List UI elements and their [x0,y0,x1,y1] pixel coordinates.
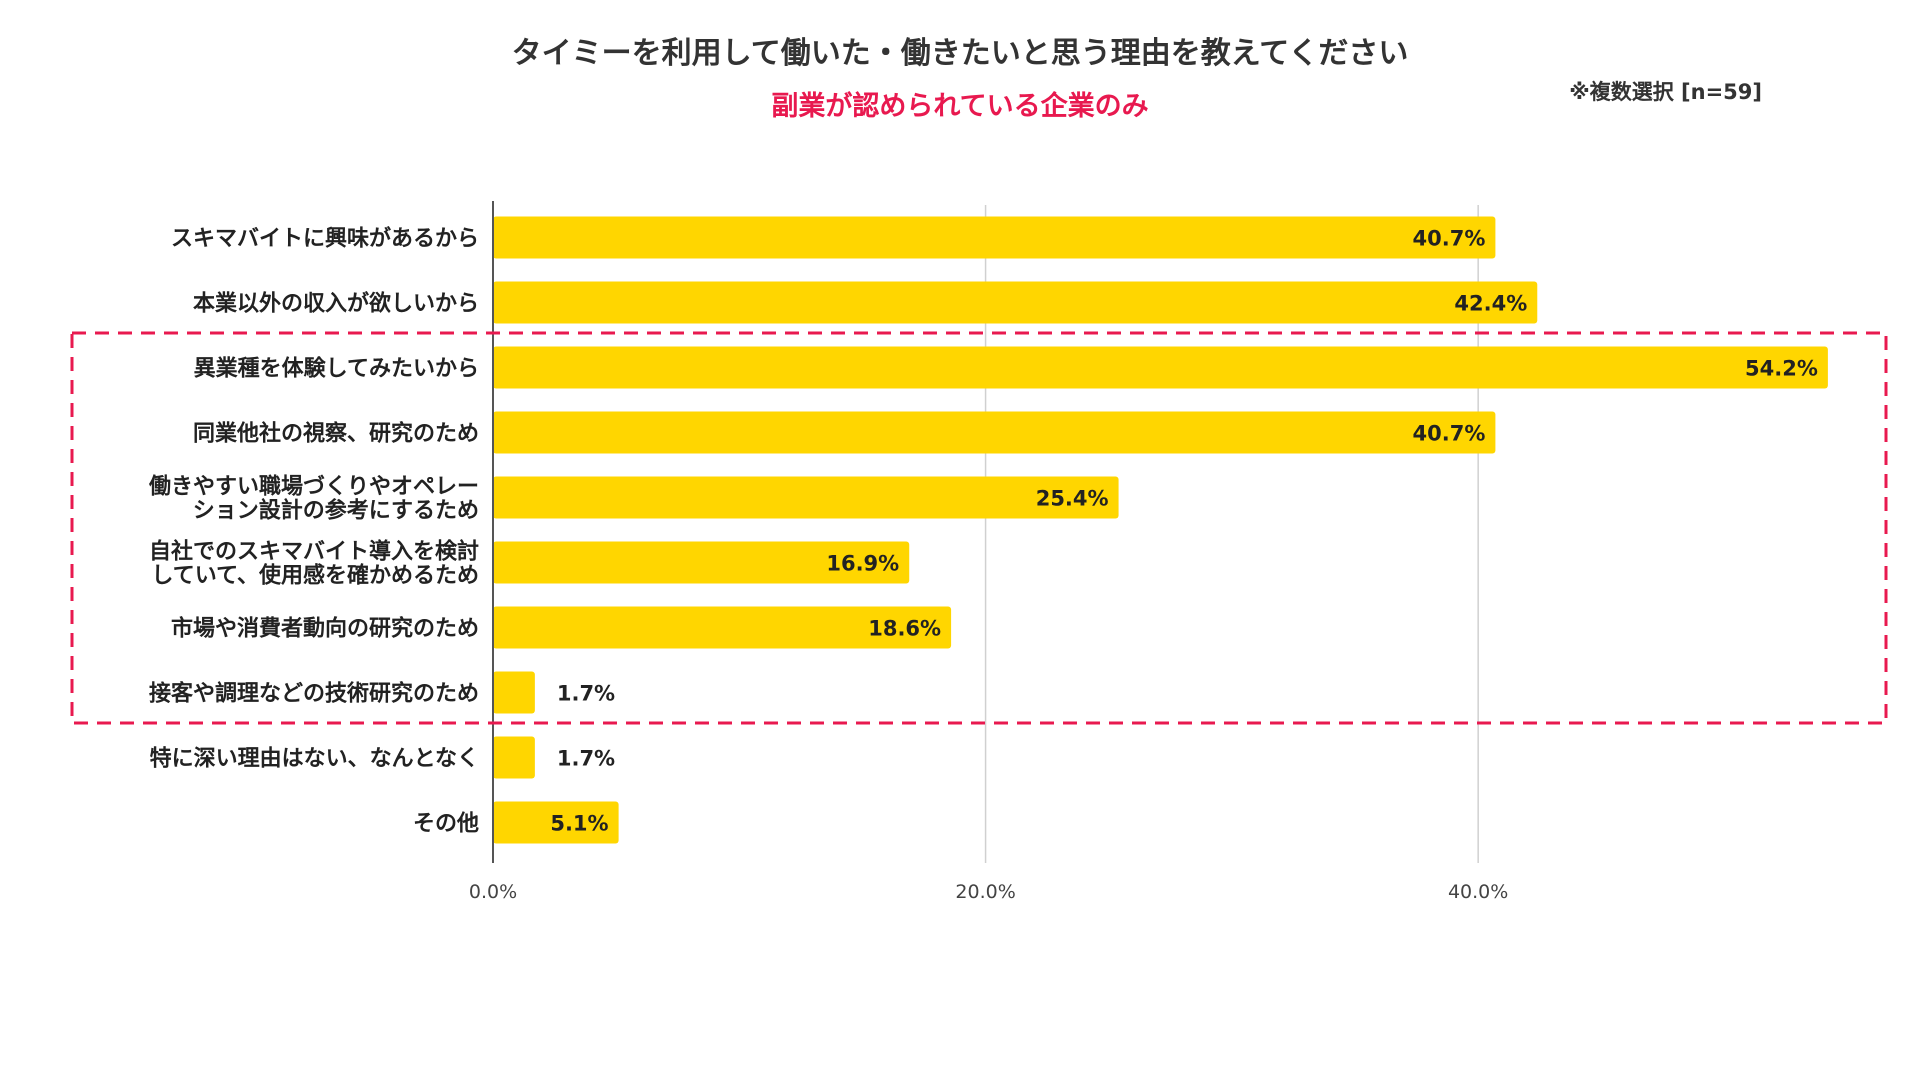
bar [493,281,1538,324]
bar [493,801,619,844]
chart-title: タイミーを利用して働いた・働きたいと思う理由を教えてください [511,36,1409,71]
category-label: ション設計の参考にするため [193,498,479,524]
chart-subtitle: 副業が認められている企業のみ [771,91,1149,122]
x-tick-label: 20.0% [955,881,1015,903]
data-label: 16.9% [826,552,899,576]
category-label: スキマバイトに興味があるから [171,226,479,252]
category-label: 同業他社の視察、研究のため [193,421,479,447]
data-label: 40.7% [1413,227,1486,251]
x-tick-label: 40.0% [1448,881,1508,903]
bar [493,346,1828,389]
bar [493,671,535,714]
data-label: 40.7% [1413,422,1486,446]
data-label: 1.7% [557,682,615,706]
bar [493,736,535,779]
category-label: 特に深い理由はない、なんとなく [150,746,479,772]
highlight-box [70,331,1888,725]
sample-note: ※複数選択 [n=59] [1569,80,1762,104]
category-label: その他 [413,812,479,837]
data-label: 18.6% [868,617,941,641]
data-label: 25.4% [1036,487,1109,511]
bar [493,476,1119,519]
data-label: 1.7% [557,747,615,771]
data-label: 5.1% [550,812,608,836]
bar [493,541,910,584]
bar [493,606,952,649]
bar [493,216,1496,259]
category-label: 市場や消費者動向の研究のため [171,616,479,642]
category-label: 本業以外の収入が欲しいから [193,291,479,317]
category-label: 自社でのスキマバイト導入を検討 [149,539,479,565]
x-tick-label: 0.0% [469,881,517,903]
data-label: 42.4% [1454,292,1527,316]
data-label: 54.2% [1745,357,1818,381]
category-label: していて、使用感を確かめるため [151,563,479,589]
category-label: 接客や調理などの技術研究のため [149,681,479,707]
bar [493,411,1496,454]
category-label: 働きやすい職場づくりやオペレー [148,474,479,500]
category-label: 異業種を体験してみたいから [194,357,479,382]
